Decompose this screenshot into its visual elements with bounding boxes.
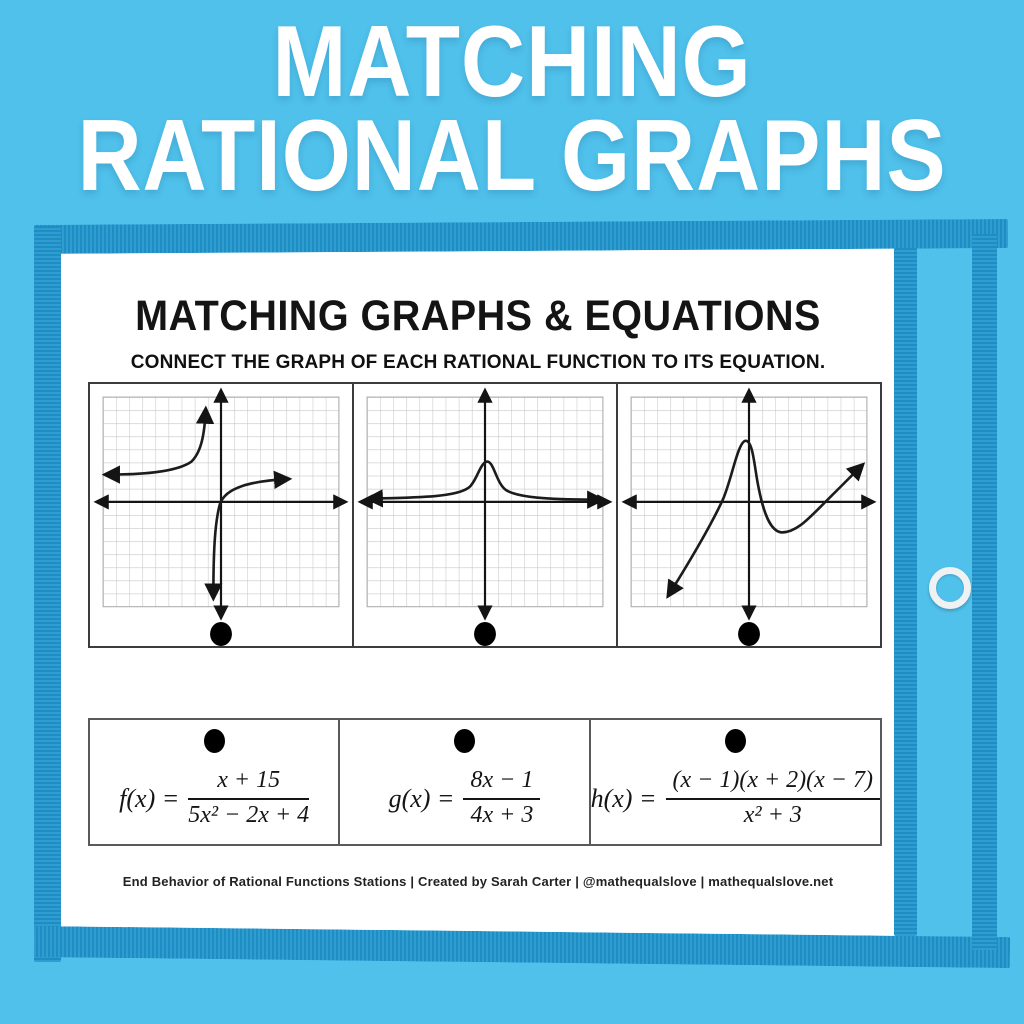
numerator: (x − 1)(x + 2)(x − 7) — [665, 767, 880, 800]
pocket-right-inner-binding — [894, 248, 917, 936]
function-curve — [101, 405, 215, 484]
function-curve — [666, 439, 866, 599]
numerator: 8x − 1 — [463, 767, 541, 800]
graph-card-2 — [354, 384, 618, 646]
pocket-right-outer-binding — [972, 234, 997, 950]
function-curve — [204, 470, 293, 602]
denominator: 4x + 3 — [470, 802, 534, 828]
graph-2-svg — [357, 387, 613, 646]
graph-3-svg — [621, 387, 877, 646]
graph-card-1 — [90, 384, 354, 646]
fraction: 8x − 1 4x + 3 — [463, 767, 541, 829]
banner-title: MATCHING RATIONAL GRAPHS — [0, 6, 1024, 212]
equation-h: h(x) = (x − 1)(x + 2)(x − 7) x² + 3 — [591, 753, 880, 844]
equation-card-g: g(x) = 8x − 1 4x + 3 — [340, 720, 591, 844]
footer-credit: End Behavior of Rational Functions Stati… — [122, 874, 834, 889]
connector-dot[interactable] — [210, 621, 232, 646]
equation-g: g(x) = 8x − 1 4x + 3 — [389, 753, 541, 844]
connector-dot[interactable] — [724, 729, 746, 753]
pocket-top-binding — [33, 219, 1009, 254]
equation-lhs: f(x) = — [119, 783, 180, 813]
banner-title-line-1: MATCHING — [272, 6, 752, 118]
fraction: (x − 1)(x + 2)(x − 7) x² + 3 — [665, 767, 880, 829]
worksheet-sheet: MATCHING GRAPHS & EQUATIONS CONNECT THE … — [60, 246, 896, 938]
worksheet-title: MATCHING GRAPHS & EQUATIONS — [135, 292, 821, 340]
graph-card-3 — [618, 384, 880, 646]
banner-title-line-2: RATIONAL GRAPHS — [77, 99, 947, 212]
connector-dot[interactable] — [738, 621, 760, 646]
equation-lhs: h(x) = — [590, 783, 657, 813]
equation-row: f(x) = x + 15 5x² − 2x + 4 g(x) = 8x − 1… — [88, 718, 882, 846]
numerator: x + 15 — [188, 767, 310, 800]
connector-dot[interactable] — [203, 729, 225, 753]
function-curve — [364, 460, 606, 509]
connector-dot[interactable] — [474, 621, 496, 646]
equation-lhs: g(x) = — [388, 783, 455, 813]
equation-f: f(x) = x + 15 5x² − 2x + 4 — [119, 753, 310, 844]
worksheet-subtitle: CONNECT THE GRAPH OF EACH RATIONAL FUNCT… — [130, 352, 826, 373]
grommet-ring-icon — [929, 567, 971, 609]
equation-card-f: f(x) = x + 15 5x² − 2x + 4 — [90, 720, 341, 844]
fraction: x + 15 5x² − 2x + 4 — [188, 767, 310, 829]
graph-row — [88, 382, 882, 648]
denominator: x² + 3 — [743, 802, 802, 828]
pocket-left-binding — [34, 226, 61, 962]
equation-card-h: h(x) = (x − 1)(x + 2)(x − 7) x² + 3 — [591, 720, 880, 844]
graph-1-svg — [93, 387, 349, 646]
denominator: 5x² − 2x + 4 — [188, 802, 310, 828]
connector-dot[interactable] — [453, 729, 475, 753]
